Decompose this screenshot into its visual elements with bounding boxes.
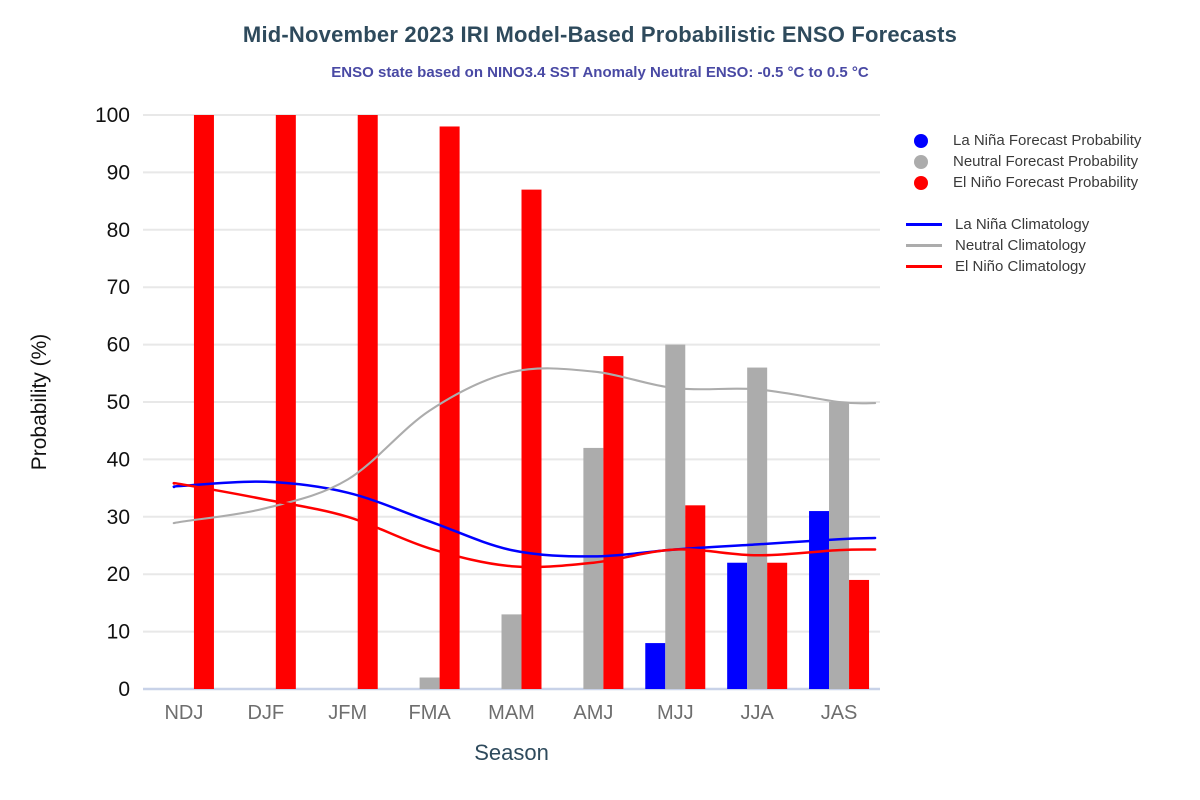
bar-neutral-mjj [665, 344, 686, 689]
line-la-nina-climatology [172, 480, 877, 558]
x-tick-label-mam: MAM [488, 702, 535, 724]
bar-la-nina-mjj [645, 643, 666, 689]
x-tick-label-jas: JAS [821, 702, 858, 724]
bar-el-nino-jas [849, 579, 870, 689]
line-neutral-climatology [172, 367, 877, 525]
y-tick-label: 0 [118, 678, 130, 701]
bar-el-nino-djf [275, 115, 296, 689]
bar-neutral-mam [501, 614, 522, 689]
y-tick-label: 90 [107, 161, 130, 184]
bar-neutral-jas [829, 402, 850, 689]
legend-label: El Niño Climatology [955, 258, 1086, 275]
legend-item-el-nino-forecast: El Niño Forecast Probability [906, 172, 1141, 193]
neutral-climatology-line-icon [906, 244, 942, 247]
legend-item-la-nina-climatology: La Niña Climatology [906, 214, 1141, 235]
y-tick-label: 30 [107, 506, 130, 529]
legend-label: La Niña Climatology [955, 216, 1090, 233]
x-tick-label-ndj: NDJ [164, 702, 203, 724]
x-tick-label-amj: AMJ [573, 702, 613, 724]
legend-item-neutral-climatology: Neutral Climatology [906, 235, 1141, 256]
bar-la-nina-jas [809, 511, 830, 689]
x-tick-label-fma: FMA [409, 702, 452, 724]
y-tick-label: 70 [107, 276, 130, 299]
x-tick-label-djf: DJF [247, 702, 284, 724]
y-tick-label: 50 [107, 391, 130, 414]
bar-la-nina-jja [727, 562, 748, 689]
legend-item-neutral-forecast: Neutral Forecast Probability [906, 151, 1141, 172]
legend-label: El Niño Forecast Probability [953, 174, 1139, 191]
legend-item-la-nina-forecast: La Niña Forecast Probability [906, 130, 1141, 151]
line-el-nino-climatology [172, 481, 877, 569]
bar-el-nino-mam [521, 189, 542, 689]
x-axis-title: Season [474, 740, 549, 765]
la-nina-climatology-line-icon [906, 223, 942, 226]
x-tick-label-jfm: JFM [328, 702, 367, 724]
legend-spacer [906, 193, 1141, 214]
el-nino-climatology-line-icon [906, 265, 942, 268]
bar-el-nino-mjj [685, 505, 706, 689]
x-tick-label-mjj: MJJ [657, 702, 694, 724]
bar-el-nino-jfm [357, 115, 378, 689]
y-tick-label: 20 [107, 563, 130, 586]
chart-title: Mid-November 2023 IRI Model-Based Probab… [242, 22, 958, 47]
el-nino-forecast-dot-icon [914, 175, 928, 190]
neutral-forecast-dot-icon [914, 154, 928, 169]
x-tick-label-jja: JJA [740, 702, 774, 724]
legend-label: Neutral Forecast Probability [953, 153, 1139, 170]
chart-legend: La Niña Forecast Probability Neutral Fore… [906, 130, 1141, 277]
chart-subtitle: ENSO state based on NINO3.4 SST Anomaly … [331, 64, 869, 81]
bar-neutral-fma [419, 677, 440, 689]
legend-item-el-nino-climatology: El Niño Climatology [906, 256, 1141, 277]
bar-el-nino-jja [767, 562, 788, 689]
bar-neutral-jja [747, 367, 768, 689]
y-tick-label: 40 [107, 448, 130, 471]
y-tick-label: 80 [107, 219, 130, 242]
bar-el-nino-fma [439, 126, 460, 690]
bar-el-nino-amj [603, 356, 624, 689]
bar-el-nino-ndj [193, 115, 214, 689]
y-tick-label: 100 [95, 104, 130, 127]
y-axis-title: Probability (%) [28, 334, 51, 471]
la-nina-forecast-dot-icon [914, 133, 928, 148]
legend-label: La Niña Forecast Probability [953, 132, 1142, 149]
y-tick-label: 60 [107, 334, 130, 357]
y-tick-label: 10 [107, 621, 130, 644]
legend-label: Neutral Climatology [955, 237, 1086, 254]
bar-neutral-amj [583, 447, 604, 689]
